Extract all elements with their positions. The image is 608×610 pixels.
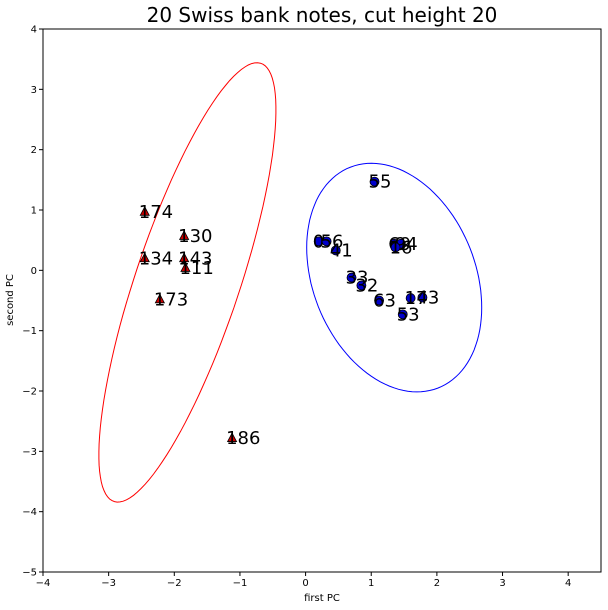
point-label: 55 <box>369 172 392 193</box>
y-tick-label: 4 <box>31 25 37 36</box>
y-tick-label: −3 <box>22 447 37 458</box>
y-tick-label: −4 <box>22 507 37 518</box>
x-tick-label: 0 <box>302 578 308 589</box>
y-tick-label: −5 <box>22 568 37 579</box>
point-label: 186 <box>226 428 260 449</box>
plot-area: 1741301341431111731865505641699416333263… <box>99 63 482 502</box>
y-tick-label: 0 <box>31 266 37 277</box>
point-label: 63 <box>373 291 396 312</box>
y-tick-label: −1 <box>22 326 37 337</box>
point-label: 111 <box>179 258 213 279</box>
x-tick-label: −4 <box>36 578 51 589</box>
x-tick-label: 3 <box>499 578 505 589</box>
y-axis-label: second PC <box>5 274 16 326</box>
point-label: 53 <box>397 304 420 325</box>
chart-title: 20 Swiss bank notes, cut height 20 <box>147 3 498 27</box>
point-label: 134 <box>139 248 173 269</box>
y-axis: −5 −4 −3 −2 −1 0 1 2 3 4 <box>22 25 43 579</box>
x-tick-label: 1 <box>368 578 374 589</box>
x-tick-label: −3 <box>101 578 116 589</box>
y-tick-label: −2 <box>22 387 37 398</box>
x-tick-label: −1 <box>233 578 248 589</box>
x-tick-label: 4 <box>565 578 571 589</box>
x-tick-label: −2 <box>167 578 182 589</box>
y-tick-label: 2 <box>31 145 37 156</box>
point-label: 174 <box>139 202 173 223</box>
cluster-ellipse <box>307 163 482 392</box>
x-axis: −4 −3 −2 −1 0 1 2 3 4 <box>36 572 572 589</box>
x-tick-label: 2 <box>434 578 440 589</box>
point-label: 41 <box>330 240 353 261</box>
x-axis-label: first PC <box>304 593 340 604</box>
y-tick-label: 3 <box>31 85 37 96</box>
point-label: 16 <box>390 237 413 258</box>
point-label: 173 <box>154 289 188 310</box>
point-label: 43 <box>416 287 439 308</box>
y-tick-label: 1 <box>31 206 37 217</box>
point-label: 130 <box>178 226 212 247</box>
